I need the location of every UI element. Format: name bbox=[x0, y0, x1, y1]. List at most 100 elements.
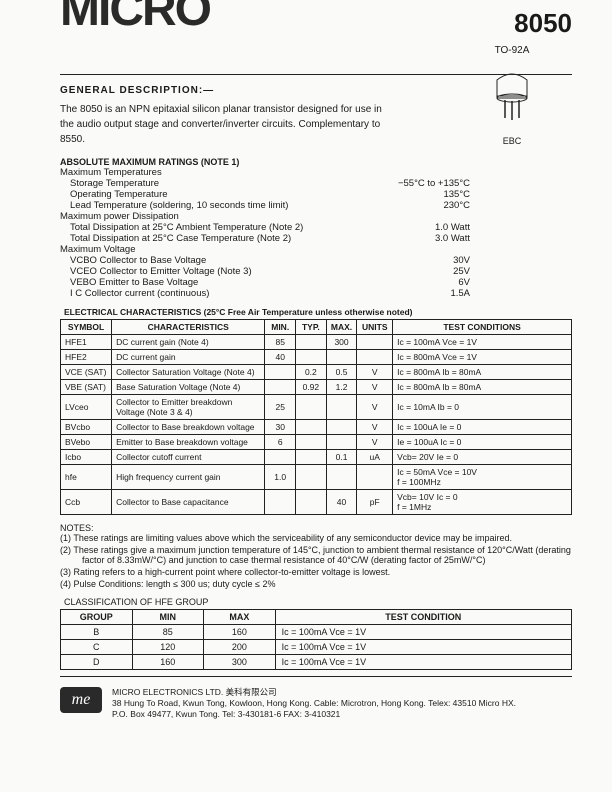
table-header: SYMBOL bbox=[61, 320, 112, 335]
table-cell: C bbox=[61, 640, 133, 655]
table-cell bbox=[296, 350, 327, 365]
table-cell: 0.1 bbox=[326, 450, 357, 465]
table-row: BVeboEmitter to Base breakdown voltage6V… bbox=[61, 435, 572, 450]
table-cell bbox=[265, 365, 296, 380]
table-cell: Ic = 100mA Vce = 1V bbox=[275, 655, 571, 670]
table-cell: Ie = 100uA Ic = 0 bbox=[393, 435, 572, 450]
footer-text: MICRO ELECTRONICS LTD. 美科有限公司 38 Hung To… bbox=[112, 687, 516, 720]
table-cell: 120 bbox=[132, 640, 204, 655]
table-cell: Icbo bbox=[61, 450, 112, 465]
hfe-class-table: GROUPMINMAXTEST CONDITION B85160Ic = 100… bbox=[60, 609, 572, 670]
note-item: (1) These ratings are limiting values ab… bbox=[60, 533, 572, 543]
table-cell: 160 bbox=[132, 655, 204, 670]
elec-title: ELECTRICAL CHARACTERISTICS (25°C Free Ai… bbox=[60, 307, 572, 317]
note-item: (3) Rating refers to a high-current poin… bbox=[60, 567, 572, 577]
rating-heading: Maximum Voltage bbox=[60, 244, 572, 255]
table-cell: Ic = 100mA Vce = 1V bbox=[275, 625, 571, 640]
rating-value: 1.5A bbox=[360, 288, 470, 299]
rating-label: Lead Temperature (soldering, 10 seconds … bbox=[60, 200, 360, 211]
rating-label: Operating Temperature bbox=[60, 189, 360, 200]
table-header: UNITS bbox=[357, 320, 393, 335]
table-cell: Collector to Emitter breakdown Voltage (… bbox=[112, 395, 265, 420]
table-cell: BVebo bbox=[61, 435, 112, 450]
table-cell: Collector to Base breakdown voltage bbox=[112, 420, 265, 435]
footer-logo-icon: me bbox=[60, 687, 102, 713]
table-cell bbox=[296, 490, 327, 515]
rating-row: VEBO Emitter to Base Voltage6V bbox=[60, 277, 572, 288]
rating-heading: Maximum power Dissipation bbox=[60, 211, 572, 222]
table-header: MIN. bbox=[265, 320, 296, 335]
table-cell: Base Saturation Voltage (Note 4) bbox=[112, 380, 265, 395]
table-header: CHARACTERISTICS bbox=[112, 320, 265, 335]
table-cell: V bbox=[357, 380, 393, 395]
table-cell: DC current gain (Note 4) bbox=[112, 335, 265, 350]
table-cell: BVcbo bbox=[61, 420, 112, 435]
table-cell: 0.2 bbox=[296, 365, 327, 380]
table-header: MAX bbox=[204, 610, 276, 625]
table-cell bbox=[296, 435, 327, 450]
table-cell bbox=[357, 350, 393, 365]
rating-label: Total Dissipation at 25°C Case Temperatu… bbox=[60, 233, 360, 244]
footer-company: MICRO ELECTRONICS LTD. 美科有限公司 bbox=[112, 687, 516, 698]
rating-value: 135°C bbox=[360, 189, 470, 200]
table-cell: 0.5 bbox=[326, 365, 357, 380]
footer-contact: P.O. Box 49477, Kwun Tong. Tel: 3-430181… bbox=[112, 709, 516, 720]
table-header: MAX. bbox=[326, 320, 357, 335]
table-cell: High frequency current gain bbox=[112, 465, 265, 490]
table-cell: V bbox=[357, 395, 393, 420]
footer-address: 38 Hung To Road, Kwun Tong, Kowloon, Hon… bbox=[112, 698, 516, 709]
table-header: TYP. bbox=[296, 320, 327, 335]
table-cell: 0.92 bbox=[296, 380, 327, 395]
table-cell bbox=[296, 335, 327, 350]
notes-title: NOTES: bbox=[60, 523, 572, 533]
to92-icon bbox=[487, 66, 537, 126]
table-cell: VCE (SAT) bbox=[61, 365, 112, 380]
table-cell: Vcb= 10V Ic = 0f = 1MHz bbox=[393, 490, 572, 515]
brand-logo: MICRO bbox=[60, 0, 210, 37]
rating-label: VCBO Collector to Base Voltage bbox=[60, 255, 360, 266]
general-description: The 8050 is an NPN epitaxial silicon pla… bbox=[60, 102, 390, 147]
table-cell: 300 bbox=[204, 655, 276, 670]
table-cell: Ic = 100mA Vce = 1V bbox=[393, 335, 572, 350]
note-item: (2) These ratings give a maximum junctio… bbox=[60, 545, 572, 565]
rating-label: Storage Temperature bbox=[60, 178, 360, 189]
table-cell: 1.0 bbox=[265, 465, 296, 490]
table-cell: 30 bbox=[265, 420, 296, 435]
rating-label: I C Collector current (continuous) bbox=[60, 288, 360, 299]
rating-value: 6V bbox=[360, 277, 470, 288]
table-cell: Emitter to Base breakdown voltage bbox=[112, 435, 265, 450]
rating-heading: Maximum Temperatures bbox=[60, 167, 572, 178]
table-row: D160300Ic = 100mA Vce = 1V bbox=[61, 655, 572, 670]
rating-row: Storage Temperature−55°C to +135°C bbox=[60, 178, 572, 189]
table-cell: Ic = 10mA Ib = 0 bbox=[393, 395, 572, 420]
table-cell bbox=[326, 435, 357, 450]
table-cell: 85 bbox=[265, 335, 296, 350]
table-row: C120200Ic = 100mA Vce = 1V bbox=[61, 640, 572, 655]
table-cell bbox=[326, 420, 357, 435]
table-row: B85160Ic = 100mA Vce = 1V bbox=[61, 625, 572, 640]
table-cell: 160 bbox=[204, 625, 276, 640]
table-cell: Collector cutoff current bbox=[112, 450, 265, 465]
package-drawing: TO-92A EBC bbox=[452, 45, 572, 146]
table-cell bbox=[357, 465, 393, 490]
table-header: MIN bbox=[132, 610, 204, 625]
rating-row: Total Dissipation at 25°C Ambient Temper… bbox=[60, 222, 572, 233]
package-name: TO-92A bbox=[452, 45, 572, 56]
rating-row: I C Collector current (continuous)1.5A bbox=[60, 288, 572, 299]
rating-row: VCEO Collector to Emitter Voltage (Note … bbox=[60, 266, 572, 277]
note-item: (4) Pulse Conditions: length ≤ 300 us; d… bbox=[60, 579, 572, 589]
table-row: VBE (SAT)Base Saturation Voltage (Note 4… bbox=[61, 380, 572, 395]
table-cell bbox=[296, 395, 327, 420]
table-row: BVcboCollector to Base breakdown voltage… bbox=[61, 420, 572, 435]
table-header: GROUP bbox=[61, 610, 133, 625]
rating-value: 1.0 Watt bbox=[360, 222, 470, 233]
table-cell: DC current gain bbox=[112, 350, 265, 365]
table-row: hfeHigh frequency current gain1.0Ic = 50… bbox=[61, 465, 572, 490]
table-cell: HFE1 bbox=[61, 335, 112, 350]
table-cell: Ccb bbox=[61, 490, 112, 515]
hfe-title: CLASSIFICATION OF HFE GROUP bbox=[64, 597, 572, 607]
table-cell bbox=[296, 450, 327, 465]
table-cell: HFE2 bbox=[61, 350, 112, 365]
table-cell: 1.2 bbox=[326, 380, 357, 395]
rating-row: Lead Temperature (soldering, 10 seconds … bbox=[60, 200, 572, 211]
